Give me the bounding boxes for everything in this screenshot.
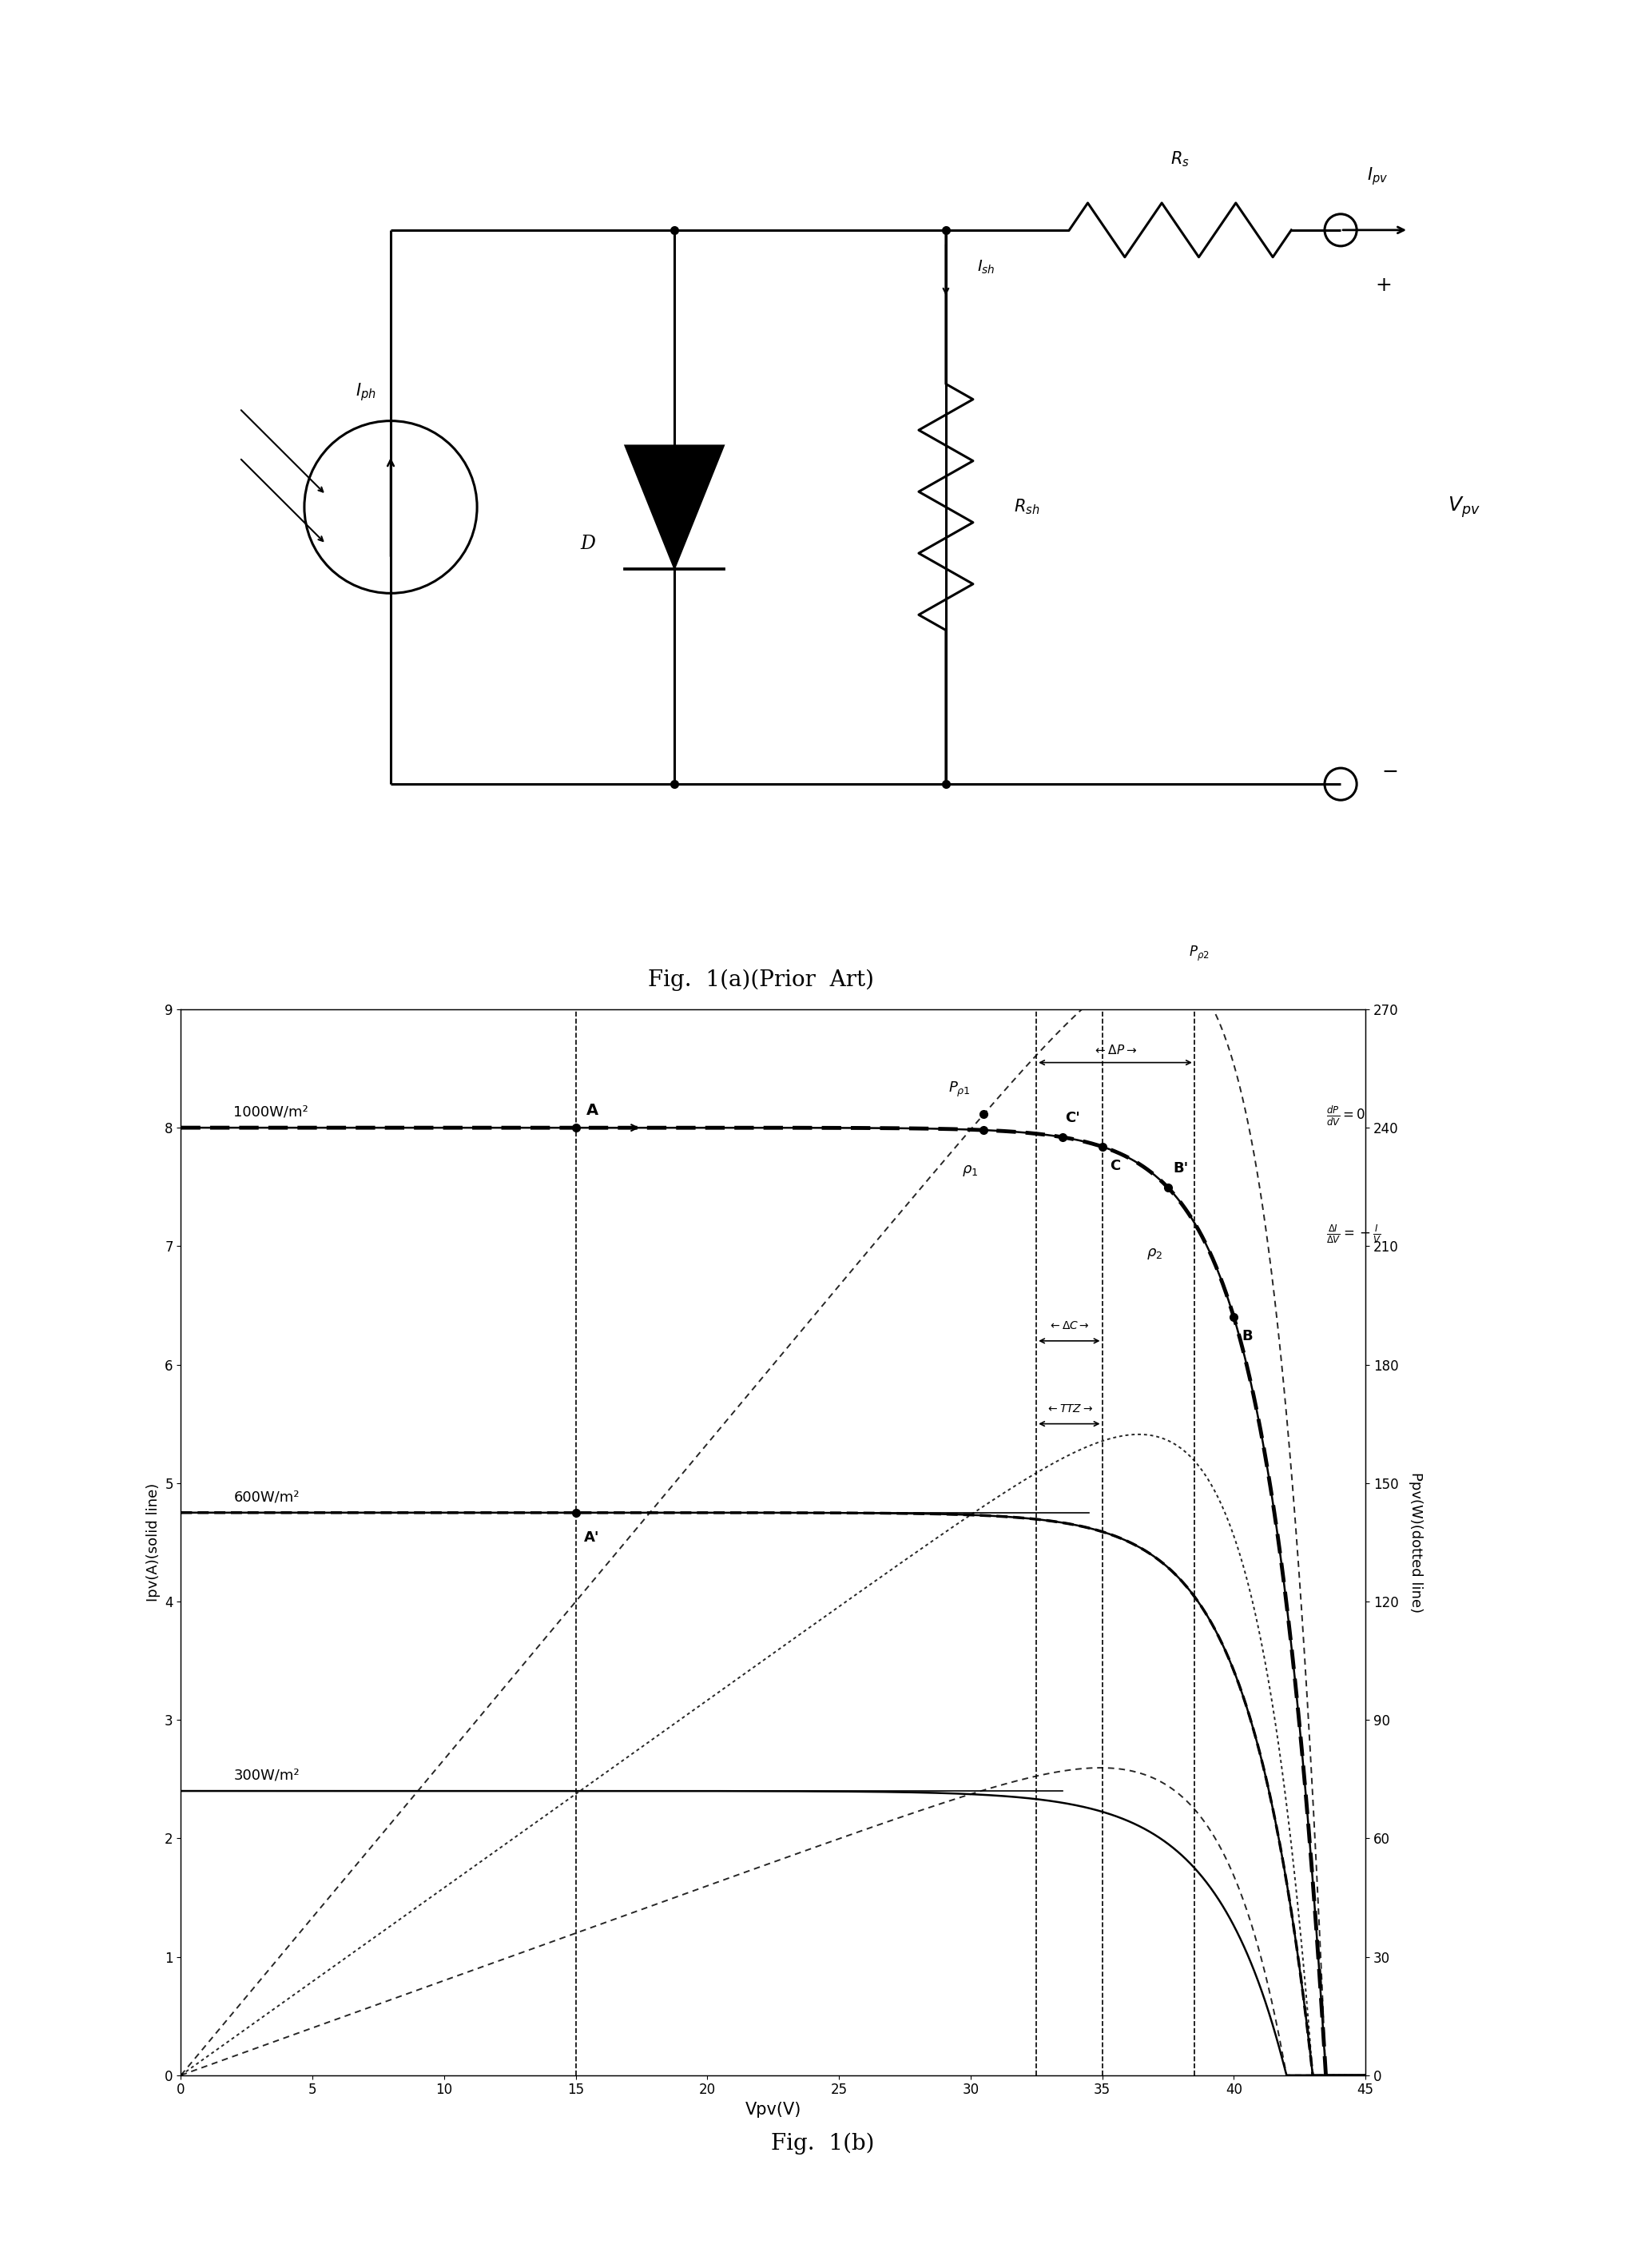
Text: $P_{\rho 2}$: $P_{\rho 2}$ (1189, 943, 1209, 962)
Text: $R_s$: $R_s$ (1171, 150, 1189, 168)
Text: $V_{pv}$: $V_{pv}$ (1448, 494, 1480, 519)
Text: C: C (1110, 1159, 1120, 1173)
Text: 600W/m²: 600W/m² (234, 1490, 299, 1504)
Polygon shape (625, 445, 724, 569)
Text: −: − (1382, 762, 1398, 782)
Text: +: + (1375, 277, 1392, 295)
Text: B': B' (1173, 1161, 1189, 1175)
Text: A': A' (584, 1531, 599, 1545)
Text: $\rho_1$: $\rho_1$ (962, 1163, 979, 1177)
Text: 1000W/m²: 1000W/m² (234, 1105, 309, 1120)
Text: Fig.  1(a)(Prior  Art): Fig. 1(a)(Prior Art) (648, 968, 873, 991)
Text: $\frac{dP}{dV}=0$: $\frac{dP}{dV}=0$ (1326, 1105, 1365, 1127)
Text: C': C' (1066, 1111, 1081, 1125)
Text: B: B (1242, 1329, 1252, 1343)
Text: $\leftarrow \Delta C \rightarrow$: $\leftarrow \Delta C \rightarrow$ (1048, 1320, 1091, 1331)
Text: $P_{\rho 1}$: $P_{\rho 1}$ (949, 1080, 971, 1098)
Text: $R_{sh}$: $R_{sh}$ (1013, 497, 1040, 517)
Text: Fig.  1(b): Fig. 1(b) (772, 2132, 873, 2155)
Y-axis label: Ppv(W)(dotted line): Ppv(W)(dotted line) (1408, 1472, 1423, 1613)
Text: $\rho_2$: $\rho_2$ (1147, 1247, 1163, 1261)
Text: $I_{ph}$: $I_{ph}$ (355, 381, 377, 401)
X-axis label: Vpv(V): Vpv(V) (745, 2102, 801, 2118)
Text: 300W/m²: 300W/m² (234, 1769, 299, 1783)
Text: D: D (581, 535, 595, 553)
Text: $\leftarrow TTZ \rightarrow$: $\leftarrow TTZ \rightarrow$ (1046, 1404, 1092, 1415)
Text: A: A (586, 1102, 599, 1118)
Text: $\frac{\Delta I}{\Delta V}=-\frac{I}{V}$: $\frac{\Delta I}{\Delta V}=-\frac{I}{V}$ (1326, 1222, 1382, 1245)
Text: $I_{pv}$: $I_{pv}$ (1367, 166, 1388, 186)
Text: $I_{sh}$: $I_{sh}$ (977, 259, 995, 274)
Y-axis label: Ipv(A)(solid line): Ipv(A)(solid line) (146, 1483, 160, 1601)
Text: $\leftarrow \Delta P \rightarrow$: $\leftarrow \Delta P \rightarrow$ (1094, 1043, 1137, 1057)
